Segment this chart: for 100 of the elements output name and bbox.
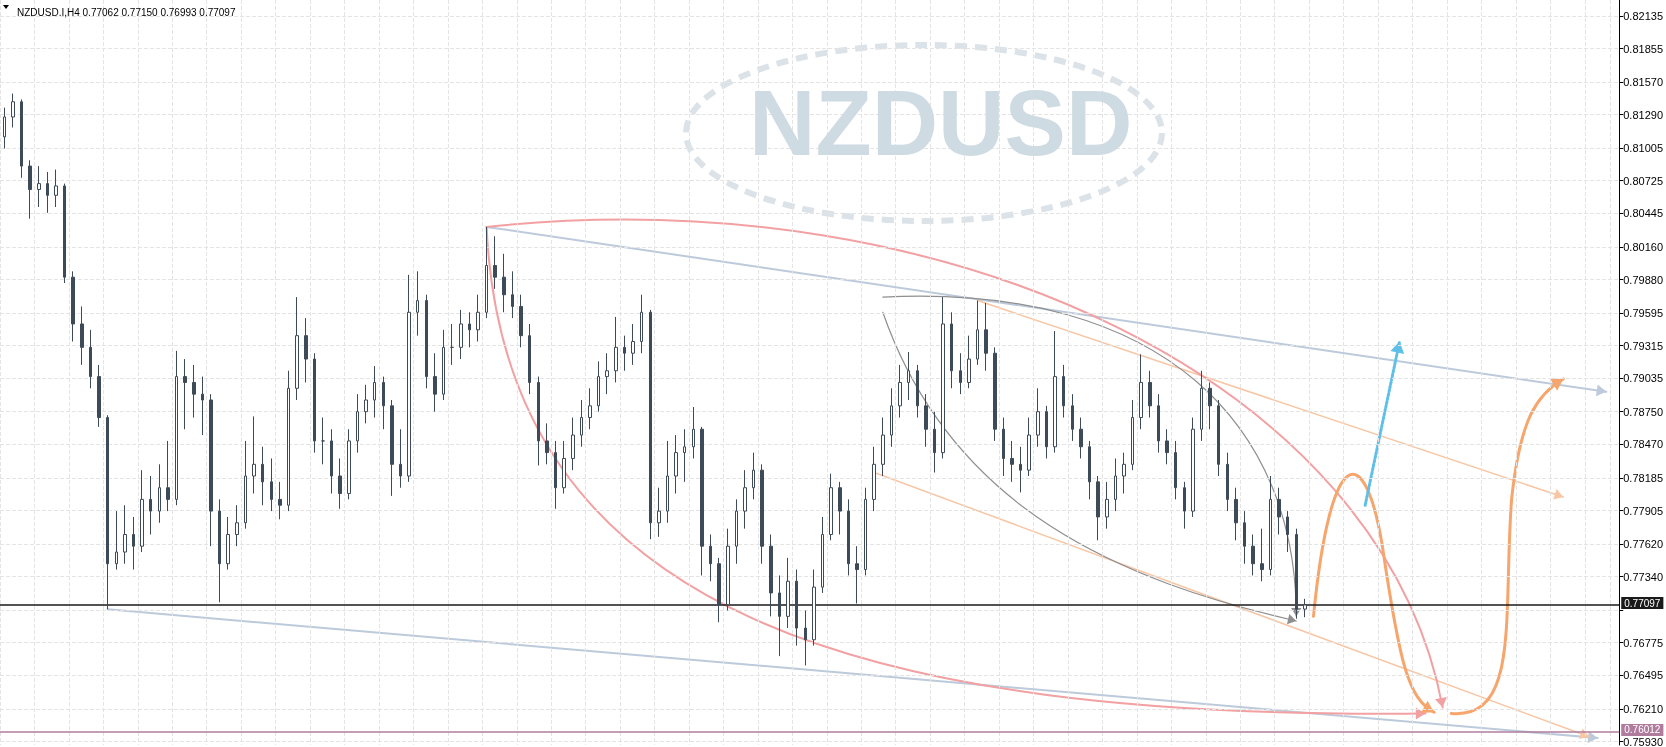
y-tick-label: 0.80445: [1623, 207, 1663, 220]
candlestick: [881, 417, 885, 477]
candlestick: [1277, 487, 1281, 535]
candlestick: [933, 411, 936, 473]
candlestick: [907, 351, 910, 401]
candlestick: [838, 481, 842, 535]
candlestick: [20, 98, 23, 179]
candlestick: [416, 270, 419, 337]
candlestick: [485, 226, 488, 319]
candlestick: [1165, 428, 1169, 465]
candlestick: [80, 305, 84, 366]
candlestick: [1183, 481, 1186, 530]
candlestick: [959, 352, 962, 395]
candlestick: [115, 510, 118, 571]
y-tick-label: 0.78470: [1623, 438, 1663, 451]
candlestick: [1139, 353, 1143, 430]
candlestick: [158, 463, 161, 524]
candlestick: [468, 311, 471, 348]
candlestick: [631, 323, 635, 366]
candlestick: [364, 384, 368, 424]
candlestick: [373, 365, 376, 419]
candlestick: [226, 516, 230, 571]
candlestick: [321, 417, 325, 465]
candlestick: [399, 428, 402, 489]
candlestick: [201, 376, 204, 436]
candlestick: [270, 457, 273, 512]
candlestick: [46, 171, 49, 214]
candlestick: [674, 434, 678, 495]
candlestick: [425, 294, 428, 389]
candlestick: [916, 364, 919, 419]
candlestick: [97, 364, 101, 428]
candlestick: [11, 93, 15, 128]
candlestick: [1148, 370, 1152, 419]
candlestick: [1122, 452, 1126, 495]
candlestick: [149, 475, 152, 535]
candlestick: [175, 350, 178, 506]
candlestick: [795, 569, 798, 647]
y-tick-label: 0.77620: [1623, 537, 1663, 550]
text: NZDUSD.I,H4 0.77062 0.77150 0.76993 0.77097: [17, 6, 236, 18]
candlestick: [554, 440, 557, 510]
candlestick: [54, 169, 58, 208]
candlestick: [1010, 440, 1014, 483]
y-tick-label: 0.78750: [1623, 405, 1663, 418]
candlestick: [717, 557, 721, 623]
candlestick: [295, 296, 299, 401]
candlestick: [1131, 399, 1134, 471]
candlestick: [502, 253, 506, 313]
candlestick: [545, 422, 549, 465]
candlestick: [1234, 487, 1238, 541]
candlestick: [941, 296, 945, 459]
candlestick: [778, 574, 781, 657]
candlestick: [330, 428, 333, 495]
candlestick: [140, 469, 144, 553]
candlestick: [924, 393, 928, 448]
candlestick: [752, 452, 755, 500]
candlestick: [1079, 417, 1083, 459]
candlestick: [1217, 399, 1220, 477]
candlestick: [898, 364, 902, 419]
candlestick: [743, 469, 747, 530]
candlestick: [735, 498, 738, 565]
candlestick: [1226, 452, 1229, 512]
candlestick: [511, 270, 514, 319]
candlestick: [244, 440, 247, 530]
candlestick: [812, 569, 816, 647]
candlestick: [562, 440, 566, 495]
candlestick: [450, 323, 454, 366]
candlestick: [209, 393, 213, 547]
candlestick: [123, 504, 127, 565]
candlestick: [166, 440, 170, 512]
candlestick: [3, 107, 6, 150]
y-tick-label: 0.80725: [1623, 174, 1663, 187]
ref-line-label: 0.77097: [1624, 597, 1661, 609]
candlestick: [829, 473, 833, 541]
candlestick: [666, 440, 669, 524]
candlestick: [261, 446, 264, 506]
ref-line-label: 0.76012: [1624, 724, 1661, 736]
candlestick: [1295, 528, 1298, 620]
candlestick: [683, 428, 686, 483]
candlestick: [623, 335, 626, 372]
y-tick-label: 0.76210: [1623, 702, 1663, 715]
candlestick: [1269, 475, 1272, 576]
y-tick-label: 0.79880: [1623, 273, 1663, 286]
y-tick-label: 0.80160: [1623, 240, 1663, 253]
candlestick: [89, 329, 92, 389]
candlestick: [528, 323, 531, 395]
candlestick: [347, 428, 351, 500]
candlestick: [821, 516, 824, 594]
candlestick: [597, 360, 600, 413]
candlestick: [1036, 387, 1040, 448]
candlestick: [1243, 510, 1246, 565]
candlestick: [804, 610, 807, 666]
candlestick: [356, 393, 359, 454]
candlestick: [967, 335, 971, 389]
candlestick: [1303, 598, 1307, 618]
candlestick: [890, 387, 893, 448]
candlestick: [1286, 510, 1289, 553]
y-tick-label: 0.78185: [1623, 471, 1663, 484]
candlestick: [760, 463, 764, 565]
candlestick: [37, 165, 41, 208]
candlestick: [864, 487, 867, 576]
